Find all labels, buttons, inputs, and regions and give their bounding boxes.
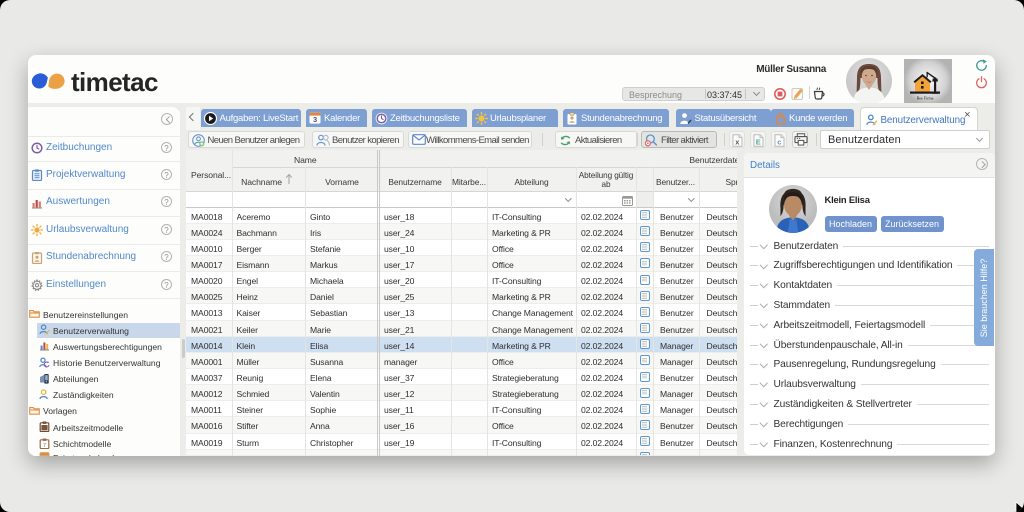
svg-text:E: E bbox=[756, 137, 761, 146]
svg-text:x: x bbox=[735, 137, 740, 146]
svg-text:3: 3 bbox=[313, 115, 317, 124]
svg-text:Bee Firma: Bee Firma bbox=[917, 96, 934, 101]
svg-text:7: 7 bbox=[43, 442, 46, 448]
svg-text:c: c bbox=[777, 137, 781, 146]
